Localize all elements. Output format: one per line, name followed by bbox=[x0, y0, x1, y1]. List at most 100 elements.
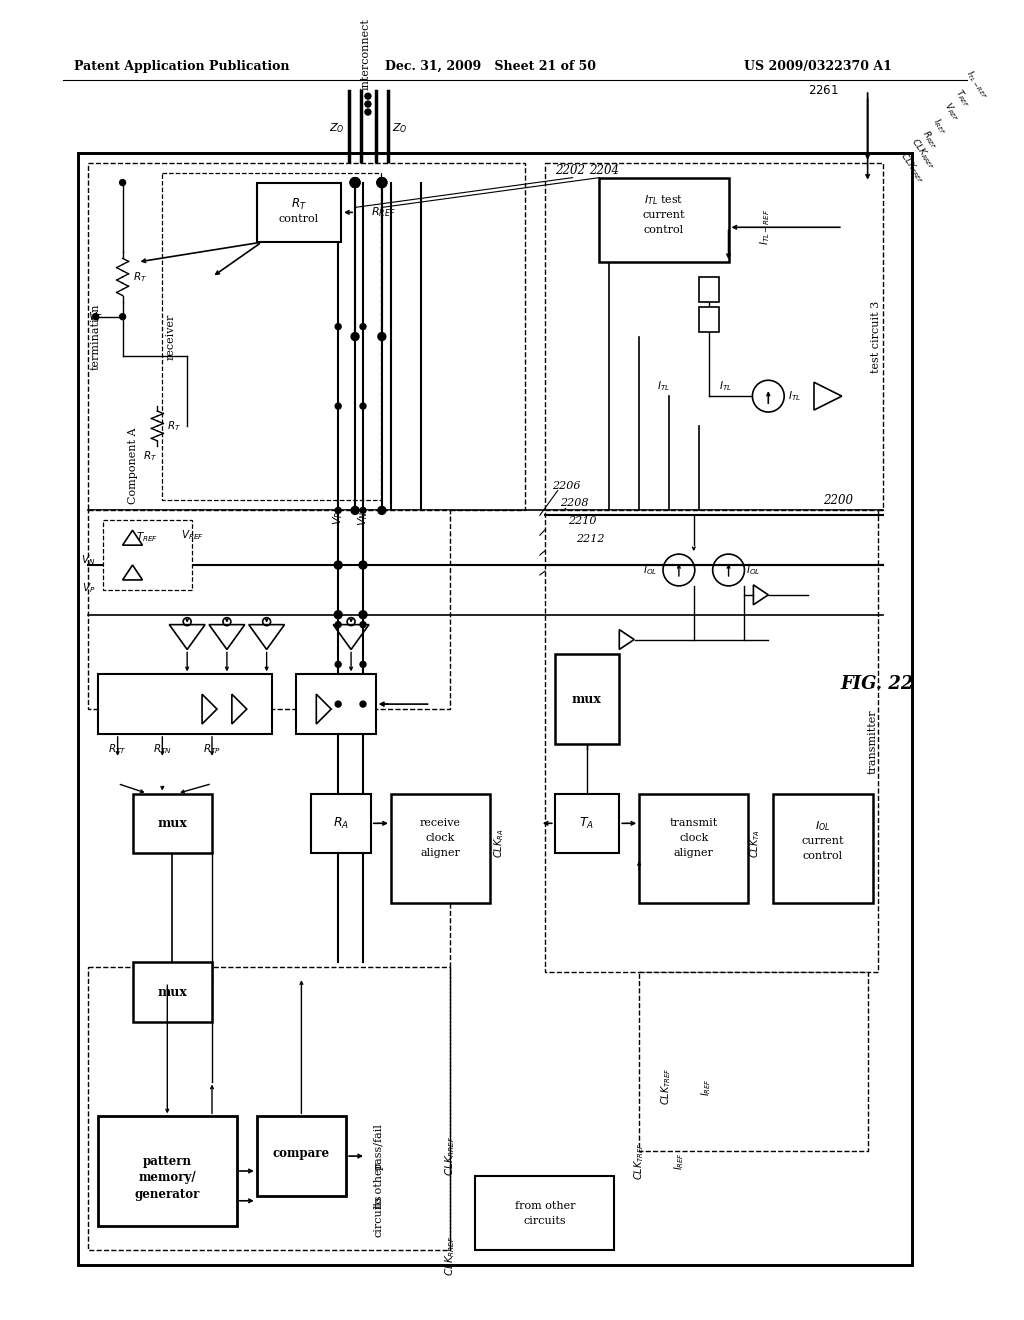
Circle shape bbox=[335, 562, 341, 568]
Text: aligner: aligner bbox=[421, 849, 461, 858]
Bar bbox=[639, 793, 749, 903]
Text: clock: clock bbox=[679, 833, 709, 843]
Circle shape bbox=[350, 178, 360, 187]
Text: control: control bbox=[279, 214, 318, 224]
Bar bbox=[545, 162, 883, 511]
Bar bbox=[545, 511, 878, 973]
Text: receiver: receiver bbox=[165, 313, 175, 360]
Text: Dec. 31, 2009   Sheet 21 of 50: Dec. 31, 2009 Sheet 21 of 50 bbox=[385, 59, 596, 73]
Bar bbox=[639, 973, 867, 1151]
Text: $R_{TP}$: $R_{TP}$ bbox=[203, 742, 221, 756]
Bar bbox=[97, 1117, 237, 1226]
Text: 2206: 2206 bbox=[552, 480, 581, 491]
Text: Component A: Component A bbox=[128, 428, 137, 504]
Circle shape bbox=[335, 701, 341, 708]
Text: $R_T$: $R_T$ bbox=[291, 197, 306, 213]
Text: $CLK_{RREF}$: $CLK_{RREF}$ bbox=[443, 1236, 458, 1276]
Text: $2261$: $2261$ bbox=[808, 83, 839, 96]
Circle shape bbox=[334, 561, 342, 569]
Circle shape bbox=[360, 701, 366, 708]
Bar bbox=[599, 178, 728, 263]
Text: $CLK_{TREF}$: $CLK_{TREF}$ bbox=[632, 1142, 646, 1180]
Circle shape bbox=[351, 507, 359, 515]
Text: memory/: memory/ bbox=[138, 1171, 197, 1184]
Text: interconnect: interconnect bbox=[361, 18, 371, 90]
Circle shape bbox=[360, 323, 366, 330]
Bar bbox=[97, 675, 271, 734]
Text: from other: from other bbox=[514, 1201, 575, 1210]
Text: $CLK_{TA}$: $CLK_{TA}$ bbox=[749, 829, 762, 858]
Bar bbox=[102, 520, 193, 590]
Circle shape bbox=[334, 611, 342, 619]
Bar bbox=[698, 277, 719, 302]
Circle shape bbox=[335, 403, 341, 409]
Text: $I_{OL}$: $I_{OL}$ bbox=[746, 564, 761, 577]
Circle shape bbox=[335, 661, 341, 668]
Circle shape bbox=[335, 507, 341, 513]
Text: $V_{P}$: $V_{P}$ bbox=[82, 581, 96, 595]
Text: test circuit 3: test circuit 3 bbox=[870, 301, 881, 372]
Text: $V_{N}$: $V_{N}$ bbox=[82, 553, 96, 568]
Text: 2200: 2200 bbox=[822, 494, 853, 507]
Text: mux: mux bbox=[158, 986, 187, 999]
Text: $CLK_{RA}$: $CLK_{RA}$ bbox=[493, 829, 506, 858]
Circle shape bbox=[359, 611, 367, 619]
Text: transmitter: transmitter bbox=[867, 710, 878, 774]
Text: $I_{TL}$ test: $I_{TL}$ test bbox=[644, 194, 684, 207]
Circle shape bbox=[360, 562, 366, 568]
Circle shape bbox=[360, 507, 366, 513]
Bar bbox=[311, 793, 371, 853]
Text: compare: compare bbox=[272, 1147, 330, 1159]
Bar bbox=[257, 182, 341, 242]
Text: $V_{REF}$: $V_{REF}$ bbox=[941, 100, 963, 124]
Bar bbox=[132, 793, 212, 853]
Text: control: control bbox=[803, 851, 843, 861]
Text: $I_{OL}$: $I_{OL}$ bbox=[643, 564, 657, 577]
Bar bbox=[88, 162, 525, 511]
Text: 2202: 2202 bbox=[555, 164, 585, 177]
Circle shape bbox=[359, 561, 367, 569]
Bar bbox=[773, 793, 872, 903]
Circle shape bbox=[120, 180, 126, 186]
Circle shape bbox=[365, 110, 371, 115]
Text: $V_N$: $V_N$ bbox=[356, 511, 370, 525]
Bar bbox=[555, 655, 620, 744]
Circle shape bbox=[120, 314, 126, 319]
Bar bbox=[257, 1117, 346, 1196]
Text: receive: receive bbox=[420, 818, 461, 829]
Text: $T_A$: $T_A$ bbox=[579, 816, 594, 830]
Text: $I_{TL}$: $I_{TL}$ bbox=[657, 379, 671, 393]
Circle shape bbox=[360, 661, 366, 668]
Text: termination: termination bbox=[91, 304, 100, 370]
Text: current: current bbox=[802, 836, 844, 846]
Text: $R_{TT}$: $R_{TT}$ bbox=[109, 742, 127, 756]
Text: $I_{REF}$: $I_{REF}$ bbox=[930, 116, 950, 136]
Text: $R_{REF}$: $R_{REF}$ bbox=[371, 206, 395, 219]
Circle shape bbox=[378, 507, 386, 515]
Text: $R_T$: $R_T$ bbox=[132, 271, 146, 284]
Text: FIG. 22: FIG. 22 bbox=[841, 676, 914, 693]
Bar bbox=[78, 153, 912, 1266]
Circle shape bbox=[360, 403, 366, 409]
Circle shape bbox=[360, 622, 366, 627]
Text: $CLK_{TREF}$: $CLK_{TREF}$ bbox=[659, 1068, 673, 1105]
Circle shape bbox=[378, 333, 386, 341]
Text: circuits: circuits bbox=[523, 1216, 566, 1226]
Text: US 2009/0322370 A1: US 2009/0322370 A1 bbox=[744, 59, 892, 73]
Bar bbox=[88, 968, 451, 1250]
Text: to other: to other bbox=[374, 1163, 384, 1208]
Bar bbox=[391, 793, 490, 903]
Text: current: current bbox=[643, 210, 685, 220]
Circle shape bbox=[351, 333, 359, 341]
Text: $R_A$: $R_A$ bbox=[333, 816, 349, 830]
Text: $T_{REF}$: $T_{REF}$ bbox=[952, 87, 974, 110]
Text: $Z_O$: $Z_O$ bbox=[330, 121, 345, 135]
Text: mux: mux bbox=[158, 817, 187, 830]
Text: mux: mux bbox=[571, 693, 601, 706]
Text: 2204: 2204 bbox=[590, 164, 620, 177]
Text: $V_T$: $V_T$ bbox=[88, 310, 103, 323]
Text: $R_{REF}$: $R_{REF}$ bbox=[920, 128, 941, 152]
Text: $CLK_{RREF}$: $CLK_{RREF}$ bbox=[443, 1135, 458, 1176]
Text: pattern: pattern bbox=[142, 1155, 191, 1168]
Circle shape bbox=[365, 102, 371, 107]
